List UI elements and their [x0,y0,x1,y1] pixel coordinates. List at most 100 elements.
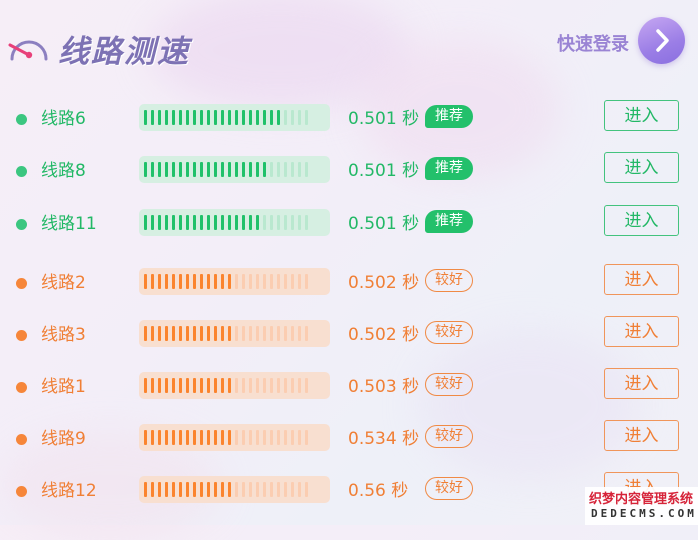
speed-bar-segment [298,378,301,393]
speed-bar-segment [284,162,287,177]
speed-bar-segment [193,162,196,177]
speed-bar-segment [277,215,280,230]
speed-bar-segment [179,162,182,177]
speed-bar-segment [221,430,224,445]
quick-login-label[interactable]: 快速登录 [557,34,629,55]
speed-bar-segment [193,482,196,497]
speed-bar-segment [291,378,294,393]
speed-bar-segment [193,326,196,341]
enter-button[interactable]: 进入 [604,152,679,183]
speed-bar-segment [228,110,231,125]
speed-bar-segment [298,326,301,341]
status-dot [16,434,27,445]
speed-bar-segment [291,110,294,125]
speed-bar-segment [298,274,301,289]
speed-bar-segment [249,378,252,393]
speed-bar-segment [172,430,175,445]
speed-bar-segment [249,274,252,289]
latency-value: 0.502 秒 [348,273,420,293]
line-name: 线路6 [41,109,86,129]
speed-bar-segment [263,162,266,177]
speedometer-icon [8,40,48,61]
speed-bar-segment [284,110,287,125]
watermark-domain: DEDECMS.COM [591,507,697,520]
speed-bar-segment [291,430,294,445]
speed-bar-segment [221,378,224,393]
speed-bar-segment [214,430,217,445]
speed-bar-segment [263,326,266,341]
speed-bar-segment [207,378,210,393]
speed-bar-segment [193,430,196,445]
speed-bar-segment [305,482,308,497]
speed-bar-segment [207,215,210,230]
speed-bar-segment [284,482,287,497]
status-badge: 推荐 [425,210,473,233]
speed-bar [139,372,330,399]
speed-bar-segment [242,482,245,497]
line-name: 线路12 [41,481,97,501]
speed-bar-segment [305,326,308,341]
speed-bar-segment [256,162,259,177]
speed-bar-segment [284,326,287,341]
speed-bar-segment [277,274,280,289]
speed-bar-segment [256,110,259,125]
enter-button[interactable]: 进入 [604,100,679,131]
speed-bar-segment [270,430,273,445]
speed-bar-segment [256,482,259,497]
speed-bar-segment [270,378,273,393]
speed-bar-segment [235,274,238,289]
status-dot [16,330,27,341]
speed-bar-segment [305,274,308,289]
speed-bar-segment [200,110,203,125]
speed-bar-segment [186,215,189,230]
line-name: 线路9 [41,429,86,449]
speed-bar-segment [158,378,161,393]
line-name: 线路11 [41,214,97,234]
speed-bar-segment [165,110,168,125]
speed-bar-segment [193,215,196,230]
speed-bar-segment [249,430,252,445]
speed-bar-segment [277,430,280,445]
speed-bar-segment [263,378,266,393]
speed-bar-segment [207,274,210,289]
enter-button[interactable]: 进入 [604,264,679,295]
speed-bar-segment [277,482,280,497]
status-dot [16,278,27,289]
latency-value: 0.56 秒 [348,481,409,501]
line-name: 线路1 [41,377,86,397]
speed-bar-segment [221,482,224,497]
enter-button[interactable]: 进入 [604,316,679,347]
speed-bar-segment [256,326,259,341]
enter-button[interactable]: 进入 [604,205,679,236]
speed-bar-segment [263,215,266,230]
speed-bar-segment [144,326,147,341]
speed-bar-segment [221,110,224,125]
speed-bar-segment [165,378,168,393]
quick-login-button[interactable] [638,17,685,64]
speed-bar-segment [151,162,154,177]
speed-bar-segment [298,430,301,445]
speed-bar-segment [179,482,182,497]
speed-bar-segment [263,482,266,497]
speed-bar-segment [207,110,210,125]
speed-bar-segment [249,110,252,125]
speed-bar [139,320,330,347]
enter-button[interactable]: 进入 [604,420,679,451]
status-dot [16,114,27,125]
speed-bar-segment [214,274,217,289]
speed-bar-segment [291,215,294,230]
speed-bar-segment [263,274,266,289]
speed-bar-segment [270,110,273,125]
speed-bar-segment [165,326,168,341]
speed-bar-segment [242,326,245,341]
speed-bar-segment [193,274,196,289]
enter-button[interactable]: 进入 [604,368,679,399]
speed-bar-segment [179,326,182,341]
speed-bar-segment [151,274,154,289]
speed-bar-segment [186,274,189,289]
speed-bar-segment [172,162,175,177]
speed-bar-segment [228,482,231,497]
speed-bar-segment [186,110,189,125]
speed-bar-segment [200,162,203,177]
